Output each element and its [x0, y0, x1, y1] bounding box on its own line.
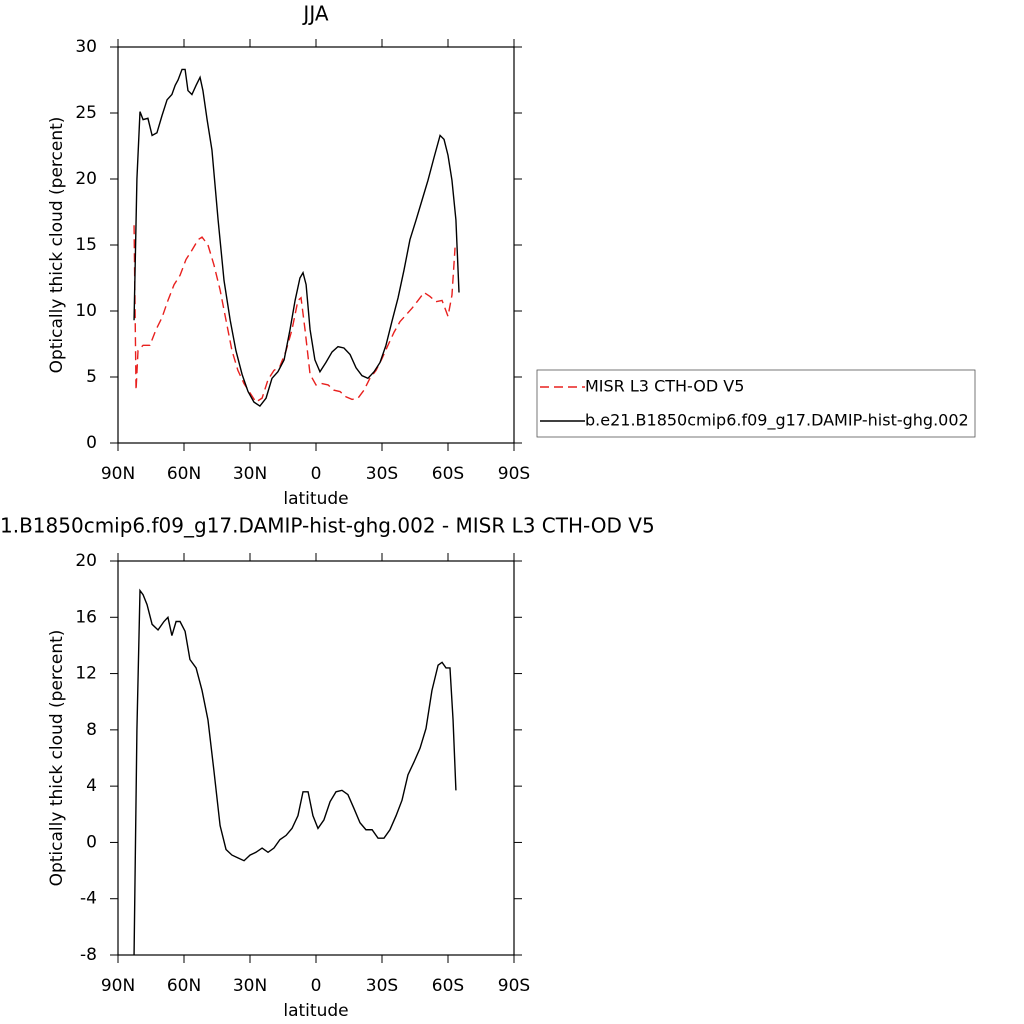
y-tick-label: 20: [75, 551, 97, 571]
legend-label: b.e21.B1850cmip6.f09_g17.DAMIP-hist-ghg.…: [585, 411, 969, 431]
plot-frame: [117, 46, 515, 444]
legend-label: MISR L3 CTH-OD V5: [585, 377, 744, 396]
y-tick-label: -8: [80, 945, 97, 965]
y-axis-label: Optically thick cloud (percent): [47, 117, 67, 374]
x-tick-label: 60S: [432, 464, 464, 484]
plot-frame: [117, 560, 515, 956]
x-tick-label: 0: [311, 464, 322, 484]
y-tick-label: 5: [86, 367, 97, 387]
x-tick-label: 30N: [233, 976, 267, 996]
x-tick-label: 90S: [498, 464, 530, 484]
y-tick-label: 12: [75, 664, 97, 684]
x-axis-label: latitude: [283, 1001, 348, 1021]
y-tick-label: 10: [75, 301, 97, 321]
y-tick-label: 15: [75, 235, 97, 255]
x-tick-label: 90N: [101, 976, 135, 996]
chart-title: 1.B1850cmip6.f09_g17.DAMIP-hist-ghg.002 …: [0, 514, 655, 538]
data-line: [133, 225, 456, 404]
x-tick-label: 30S: [366, 464, 398, 484]
x-tick-label: 90S: [498, 976, 530, 996]
x-tick-label: 30S: [366, 976, 398, 996]
y-tick-label: 4: [86, 776, 97, 796]
y-tick-label: 16: [75, 607, 97, 627]
y-axis-label: Optically thick cloud (percent): [47, 630, 67, 887]
y-tick-label: -4: [80, 889, 97, 909]
y-tick-label: 0: [86, 832, 97, 852]
x-tick-label: 90N: [101, 464, 135, 484]
y-tick-label: 8: [86, 720, 97, 740]
y-tick-label: 25: [75, 103, 97, 123]
y-tick-label: 30: [75, 37, 97, 57]
y-tick-label: 20: [75, 169, 97, 189]
data-line: [133, 588, 457, 956]
x-tick-label: 60S: [432, 976, 464, 996]
legend-box: [536, 369, 976, 438]
x-axis-label: latitude: [283, 489, 348, 509]
x-tick-label: 30N: [233, 464, 267, 484]
chart-title: JJA: [301, 2, 328, 26]
x-tick-label: 0: [311, 976, 322, 996]
x-tick-label: 60N: [167, 464, 201, 484]
data-line: [133, 68, 460, 407]
y-tick-label: 0: [86, 433, 97, 453]
x-tick-label: 60N: [167, 976, 201, 996]
